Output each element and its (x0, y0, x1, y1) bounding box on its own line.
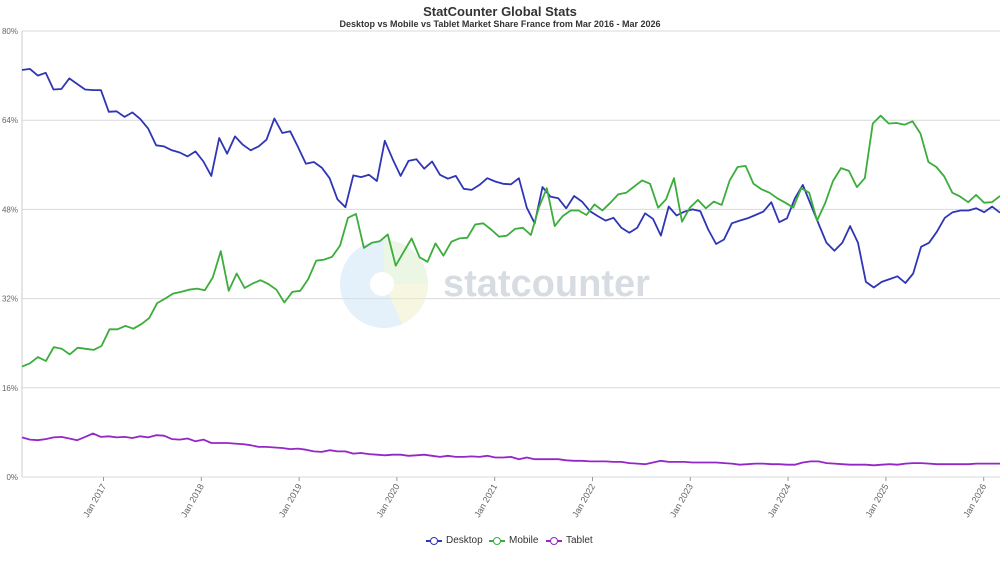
y-axis-ticks: 0% 16% 32% 48% 64% 80% (2, 27, 18, 482)
watermark-logo-hole (370, 272, 394, 296)
legend-tablet-label: Tablet (566, 535, 593, 546)
legend-item-desktop[interactable]: Desktop (426, 535, 483, 546)
series-line-tablet (21, 432, 1000, 467)
chart-subtitle: Desktop vs Mobile vs Tablet Market Share… (339, 19, 661, 29)
legend-desktop-label: Desktop (446, 535, 483, 546)
y-tick-label: 48% (2, 205, 18, 214)
x-tick-label: Jan 2023 (668, 482, 695, 519)
legend-mobile-label: Mobile (509, 535, 539, 546)
chart-title: StatCounter Global Stats (423, 4, 577, 19)
x-axis-ticks: Jan 2017 Jan 2018 Jan 2019 Jan 2020 Jan 2021… (81, 482, 988, 519)
y-tick-label: 80% (2, 27, 18, 36)
y-tick-label: 64% (2, 116, 18, 125)
legend-item-tablet[interactable]: Tablet (546, 535, 593, 546)
legend-desktop-marker (426, 536, 442, 545)
y-tick-label: 16% (2, 384, 18, 393)
series-lines (21, 68, 1000, 467)
x-tick-label: Jan 2024 (766, 482, 793, 519)
x-tick-label: Jan 2026 (961, 482, 988, 519)
series-line-mobile (21, 114, 1000, 368)
watermark-text: statcounter (443, 263, 650, 305)
x-tick-label: Jan 2019 (277, 482, 304, 519)
statcounter-watermark: statcounter (340, 240, 650, 328)
x-tick-label: Jan 2018 (179, 482, 206, 519)
y-tick-label: 0% (6, 473, 18, 482)
x-tick-label: Jan 2022 (570, 482, 597, 519)
x-tick-label: Jan 2021 (472, 482, 499, 519)
legend-item-mobile[interactable]: Mobile (489, 535, 538, 546)
series-line-desktop (21, 68, 1000, 289)
legend-tablet-marker (546, 536, 562, 545)
y-tick-label: 32% (2, 295, 18, 304)
x-tick-label: Jan 2025 (863, 482, 890, 519)
legend-mobile-marker (489, 536, 505, 545)
x-tick-label: Jan 2017 (81, 482, 108, 519)
watermark-logo-slice-2 (384, 240, 428, 284)
watermark-logo-slice (384, 284, 428, 324)
grid-lines (21, 30, 1000, 481)
x-tick-label: Jan 2020 (374, 482, 401, 519)
